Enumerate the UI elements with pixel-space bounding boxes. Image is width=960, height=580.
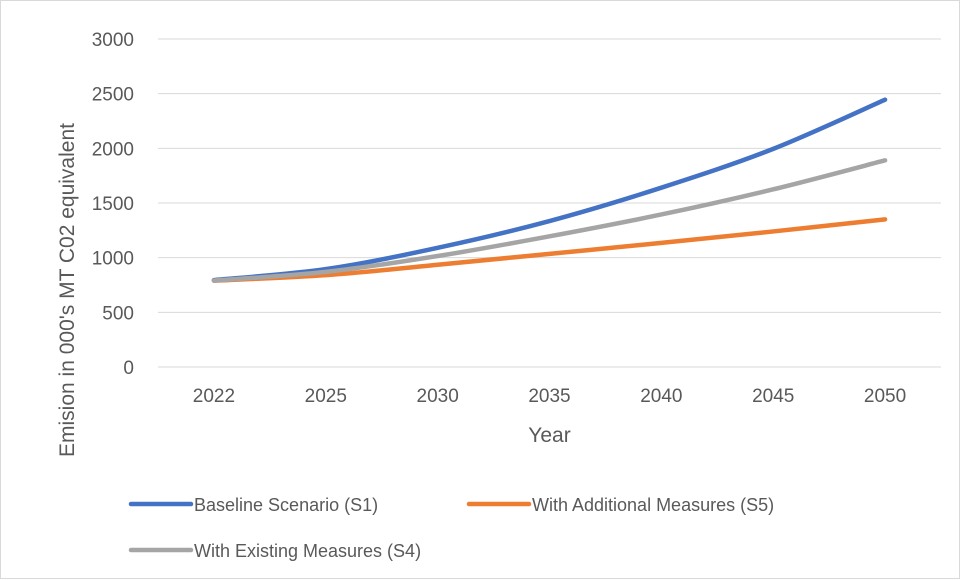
legend: Baseline Scenario (S1) With Additional Me… — [131, 495, 774, 561]
x-tick-label: 2030 — [417, 386, 459, 407]
y-tick-label: 2500 — [92, 85, 134, 106]
y-tick-label: 2000 — [92, 139, 134, 160]
legend-item: Baseline Scenario (S1) — [131, 495, 378, 515]
legend-label: With Additional Measures (S5) — [532, 495, 774, 515]
y-tick-label: 500 — [102, 303, 134, 324]
y-tick-label: 1000 — [92, 249, 134, 270]
x-axis-title: Year — [528, 424, 570, 447]
legend-item: With Additional Measures (S5) — [469, 495, 774, 515]
y-axis-title: Emision in 000's MT C02 equivalent — [56, 123, 79, 457]
x-tick-label: 2045 — [752, 386, 794, 407]
y-axis-tick-labels: 0 500 1000 1500 2000 2500 3000 — [92, 30, 134, 379]
x-axis-tick-labels: 2022 2025 2030 2035 2040 2045 2050 — [193, 386, 906, 407]
x-tick-label: 2040 — [640, 386, 682, 407]
x-tick-label: 2035 — [528, 386, 570, 407]
legend-label: With Existing Measures (S4) — [194, 541, 421, 561]
x-tick-label: 2050 — [864, 386, 906, 407]
data-series — [214, 100, 885, 281]
legend-item: With Existing Measures (S4) — [131, 541, 421, 561]
x-tick-label: 2022 — [193, 386, 235, 407]
y-tick-label: 3000 — [92, 30, 134, 51]
legend-label: Baseline Scenario (S1) — [194, 495, 378, 515]
gridlines — [158, 39, 941, 367]
y-tick-label: 0 — [123, 358, 134, 379]
y-tick-label: 1500 — [92, 194, 134, 215]
x-tick-label: 2025 — [305, 386, 347, 407]
